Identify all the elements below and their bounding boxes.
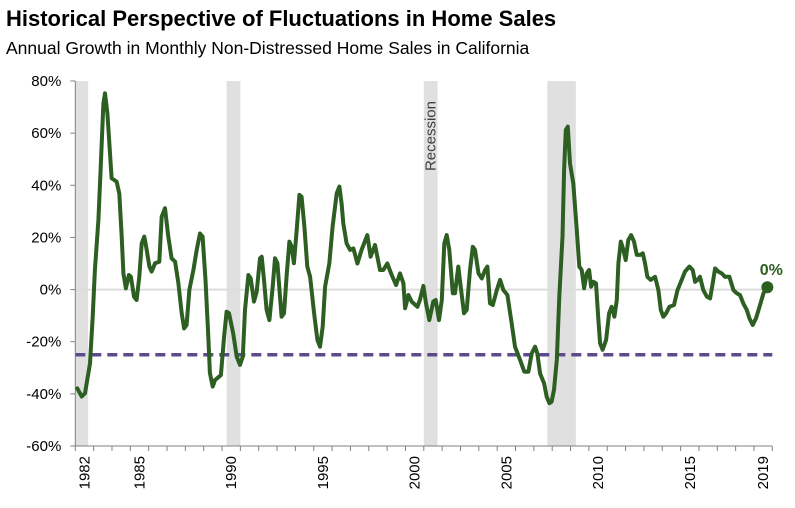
x-tick-label: 2010 (590, 456, 607, 489)
y-tick-label: -20% (26, 334, 61, 351)
x-tick-label: 2015 (682, 456, 699, 489)
y-tick-label: -60% (26, 438, 61, 455)
y-tick-label: -40% (26, 386, 61, 403)
y-tick-label: 0% (40, 282, 62, 299)
series-group (75, 91, 774, 406)
chart-subtitle: Annual Growth in Monthly Non-Distressed … (6, 38, 530, 58)
x-tick-label: 1982 (76, 456, 93, 489)
y-tick-label: 20% (31, 229, 61, 246)
x-tick-label: 1985 (131, 456, 148, 489)
y-tick-label: 60% (31, 125, 61, 142)
chart-title: Historical Perspective of Fluctuations i… (6, 6, 557, 31)
x-tick-label: 1995 (315, 456, 332, 489)
end-point-marker (761, 281, 774, 294)
x-tick-label: 1990 (223, 456, 240, 489)
x-tick-label: 2000 (407, 456, 424, 489)
x-tick-label: 2005 (498, 456, 515, 489)
x-tick-label: 2019 (755, 456, 772, 489)
end-value-label: 0% (760, 262, 783, 279)
y-tick-label: 80% (31, 73, 61, 90)
y-tick-label: 40% (31, 177, 61, 194)
recession-label: Recession (423, 101, 440, 171)
axes: 80% 60% 40% 20% 0% -20% -40% -60% 1982 1985 1990 19… (26, 73, 773, 489)
recession-band (226, 81, 241, 446)
series-line (75, 91, 770, 406)
